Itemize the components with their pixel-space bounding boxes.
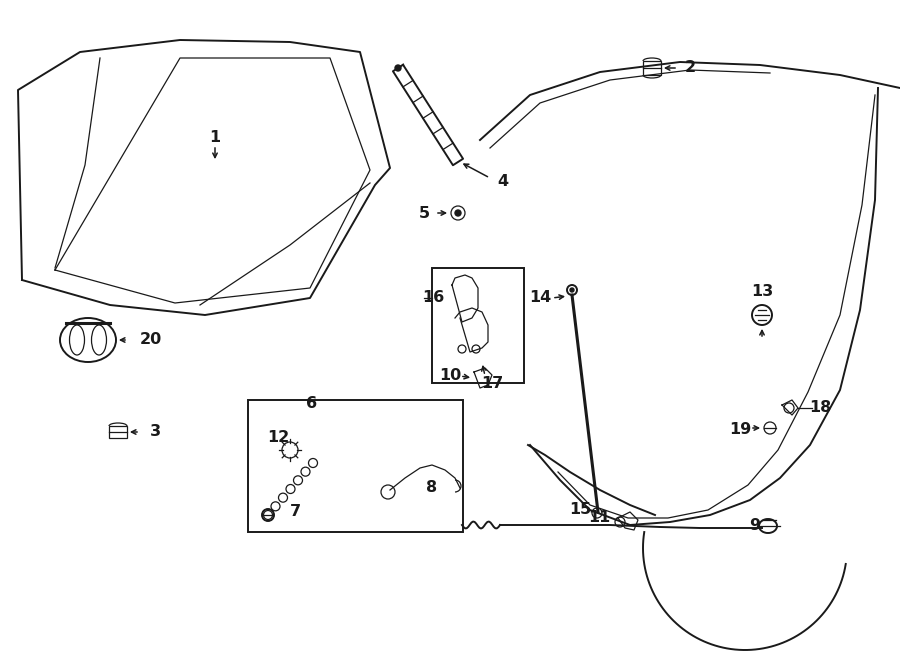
Circle shape	[395, 65, 401, 71]
Text: 17: 17	[481, 375, 503, 391]
Text: 2: 2	[684, 61, 696, 75]
Text: 3: 3	[149, 424, 160, 440]
Text: 4: 4	[498, 175, 508, 190]
Bar	[643, 61, 661, 75]
Bar	[432, 268, 524, 383]
Text: 11: 11	[588, 510, 610, 525]
Text: 16: 16	[422, 290, 444, 305]
Text: 19: 19	[729, 422, 751, 438]
Text: 10: 10	[439, 368, 461, 383]
Bar	[248, 400, 463, 532]
Circle shape	[455, 210, 461, 216]
Text: 5: 5	[418, 206, 429, 221]
Text: 15: 15	[569, 502, 591, 518]
Text: 13: 13	[751, 284, 773, 299]
Text: 7: 7	[290, 504, 301, 520]
Text: 12: 12	[267, 430, 289, 444]
Text: 6: 6	[306, 395, 318, 410]
Text: 9: 9	[749, 518, 760, 533]
Text: 18: 18	[809, 401, 831, 416]
Circle shape	[570, 288, 574, 292]
Text: 8: 8	[427, 481, 437, 496]
Text: 14: 14	[529, 290, 551, 305]
Text: 1: 1	[210, 130, 220, 145]
Bar	[109, 426, 127, 438]
Text: 20: 20	[140, 332, 162, 348]
